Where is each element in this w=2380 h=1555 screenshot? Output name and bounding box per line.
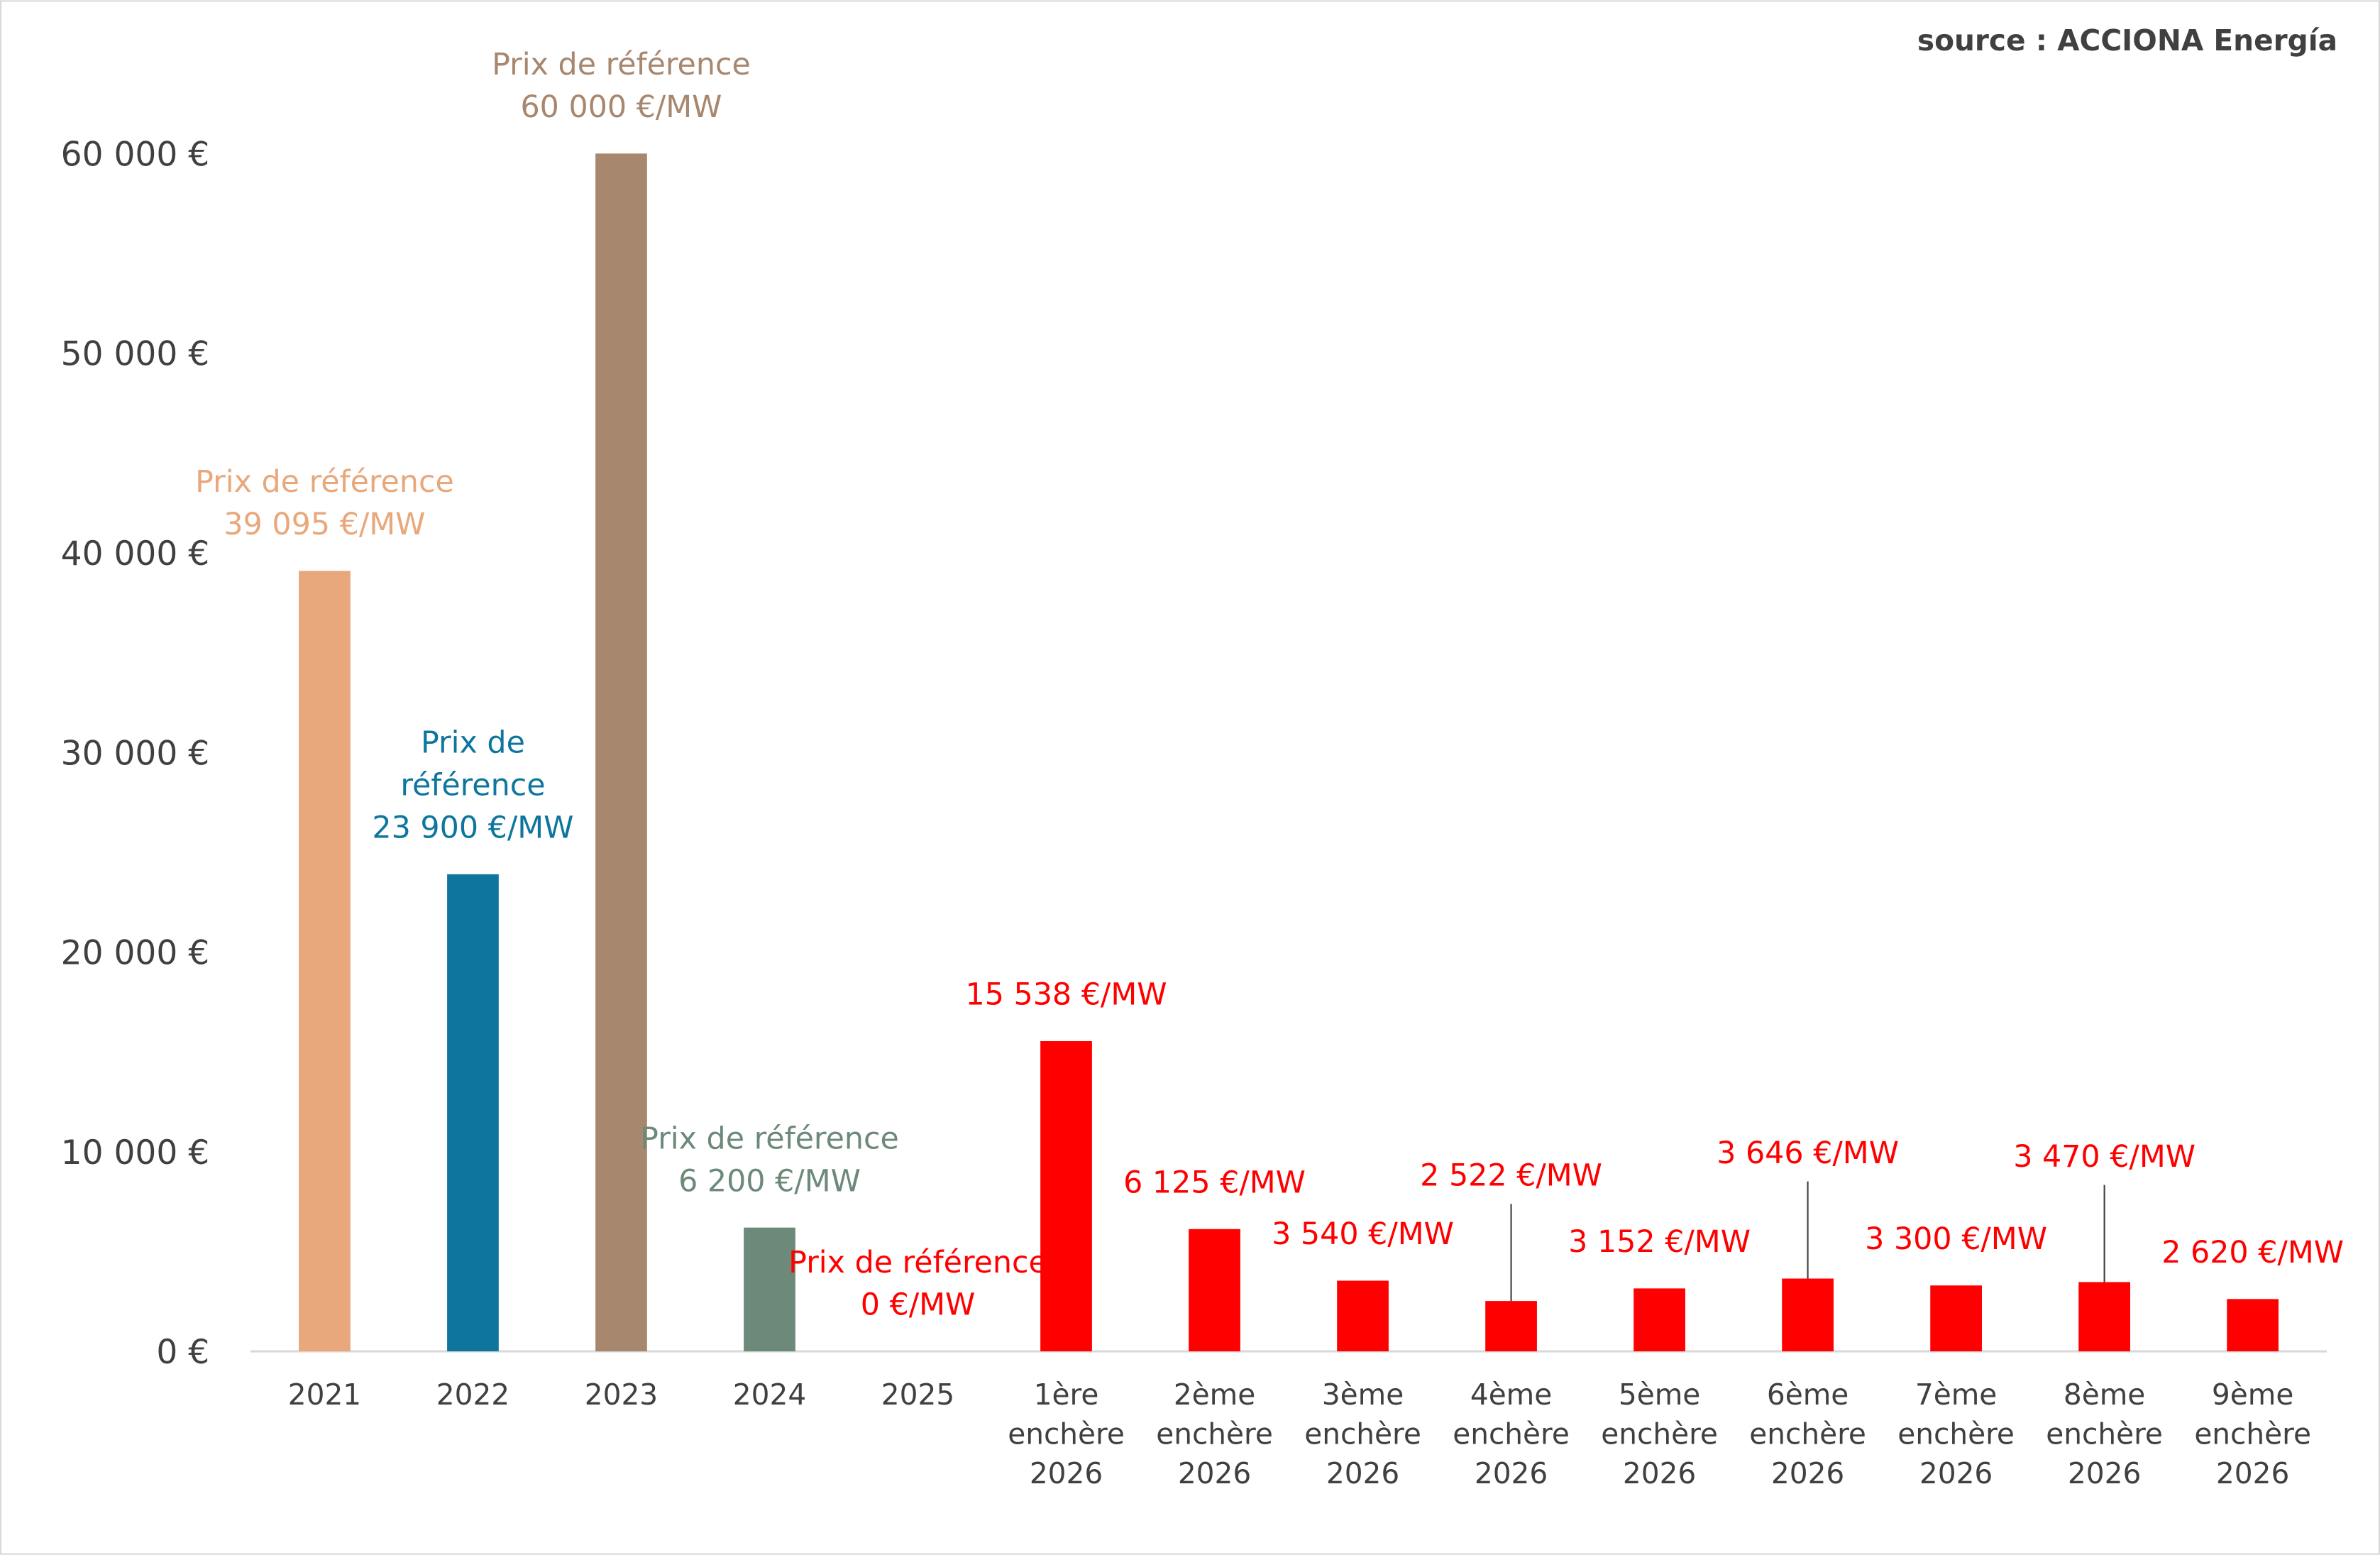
bar [2078, 1282, 2130, 1352]
bar [744, 1227, 795, 1352]
y-tick-label: 10 000 € [61, 1133, 210, 1172]
x-tick-label: 3ème enchère 2026 [1304, 1378, 1421, 1490]
value-label: 15 538 €/MW [965, 977, 1167, 1013]
value-label: 6 125 €/MW [1123, 1165, 1306, 1200]
y-tick-label: 0 € [156, 1333, 209, 1372]
value-label: Prix de référence 6 200 €/MW [640, 1121, 899, 1199]
bar [1782, 1278, 1834, 1352]
x-tick-label: 1ère enchère 2026 [1008, 1378, 1125, 1490]
bar [1485, 1301, 1537, 1352]
x-tick-label: 6ème enchère 2026 [1749, 1378, 1866, 1490]
value-label: Prix de référence 23 900 €/MW [372, 725, 573, 846]
x-tick-label: 2023 [585, 1378, 658, 1412]
x-tick-label: 2025 [881, 1378, 954, 1412]
bar [447, 874, 499, 1352]
y-tick-label: 60 000 € [61, 135, 210, 174]
value-label: 3 300 €/MW [1865, 1221, 2047, 1257]
x-tick-label: 5ème enchère 2026 [1601, 1378, 1718, 1490]
value-label: 3 646 €/MW [1717, 1136, 1899, 1171]
source-note: source : ACCIONA Energía [1917, 23, 2337, 57]
y-tick-label: 50 000 € [61, 335, 210, 374]
x-tick-label: 9ème enchère 2026 [2194, 1378, 2311, 1490]
value-label: 3 540 €/MW [1272, 1216, 1454, 1252]
value-label: 3 470 €/MW [2013, 1139, 2196, 1175]
y-tick-label: 30 000 € [61, 734, 210, 773]
x-tick-label: 2ème enchère 2026 [1156, 1378, 1273, 1490]
bar [299, 571, 351, 1352]
x-tick-label: 2022 [436, 1378, 509, 1412]
value-label: Prix de référence 60 000 €/MW [492, 47, 751, 125]
value-label: Prix de référence 0 €/MW [788, 1245, 1047, 1323]
value-label: 3 152 €/MW [1568, 1224, 1751, 1260]
x-tick-label: 2021 [288, 1378, 361, 1412]
bar [1040, 1040, 1092, 1352]
y-tick-label: 40 000 € [61, 534, 210, 573]
bar [595, 153, 647, 1352]
value-label: 2 522 €/MW [1420, 1158, 1602, 1194]
x-tick-label: 2024 [733, 1378, 806, 1412]
bar [2227, 1299, 2279, 1352]
value-label: Prix de référence 39 095 €/MW [195, 464, 454, 542]
x-tick-label: 8ème enchère 2026 [2046, 1378, 2163, 1490]
value-label: 2 620 €/MW [2161, 1235, 2344, 1270]
y-tick-label: 20 000 € [61, 934, 210, 973]
bar [1189, 1229, 1240, 1352]
bar [1337, 1280, 1389, 1352]
x-tick-label: 7ème enchère 2026 [1897, 1378, 2015, 1490]
bar [1634, 1288, 1685, 1352]
bar [1930, 1285, 1982, 1352]
x-tick-label: 4ème enchère 2026 [1453, 1378, 1570, 1490]
